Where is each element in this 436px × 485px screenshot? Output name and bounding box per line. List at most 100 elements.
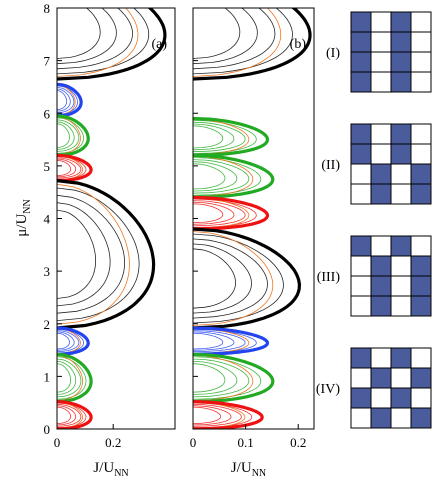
inner-curve xyxy=(193,406,222,424)
inner-curve xyxy=(193,123,235,151)
inner-curve xyxy=(57,331,75,351)
occupied-site xyxy=(350,347,372,369)
occupied-site xyxy=(370,255,392,277)
inner-curve xyxy=(193,361,238,395)
occupied-site xyxy=(350,31,372,53)
lobe-black xyxy=(57,8,167,81)
empty-site xyxy=(410,387,432,409)
y-axis-label-text: μ/UNN xyxy=(14,199,33,237)
pattern-label: (I) xyxy=(326,46,340,61)
inner-curve xyxy=(57,402,87,428)
empty-site xyxy=(370,31,392,53)
orange-curve xyxy=(193,355,254,401)
occupied-site xyxy=(410,255,432,277)
pattern-label: (II) xyxy=(321,158,340,173)
y-tick-label: 1 xyxy=(44,369,51,384)
lobe-green xyxy=(57,114,90,157)
inner-curve xyxy=(57,361,77,395)
inner-curve xyxy=(57,157,82,179)
inner-curve xyxy=(193,328,257,354)
inner-curve xyxy=(57,88,71,112)
empty-site xyxy=(410,51,432,73)
inner-curve xyxy=(57,160,71,176)
inner-curve xyxy=(57,405,77,426)
lobe-black xyxy=(193,8,312,81)
x-axis-label: J/UNN xyxy=(231,460,266,479)
inner-curve xyxy=(193,248,236,309)
orange-curve xyxy=(193,8,282,77)
inner-curve xyxy=(57,158,77,178)
lobe-green xyxy=(193,116,270,157)
lobe-blue xyxy=(57,326,90,356)
occupied-site xyxy=(390,143,412,165)
inner-curve xyxy=(193,402,253,428)
inner-curve xyxy=(57,85,78,115)
empty-site xyxy=(370,235,392,257)
y-tick-label: 7 xyxy=(44,54,51,69)
inner-curve xyxy=(193,8,258,65)
orange-curve xyxy=(193,401,246,429)
empty-site xyxy=(390,295,412,317)
panel-label: (a) xyxy=(151,37,167,52)
lobe-black xyxy=(193,227,302,330)
x-axis-label: J/UNN xyxy=(93,460,128,479)
inner-curve xyxy=(57,8,150,75)
empty-site xyxy=(390,275,412,297)
empty-site xyxy=(410,11,432,33)
occupied-site xyxy=(390,71,412,93)
pattern-label: (IV) xyxy=(316,382,340,397)
y-tick-label: 4 xyxy=(44,212,51,227)
occupied-site xyxy=(370,275,392,297)
inner-curve xyxy=(57,328,85,354)
lobe-red xyxy=(57,153,93,183)
inner-curve xyxy=(193,125,224,149)
y-tick-label: 5 xyxy=(44,159,51,174)
empty-site xyxy=(410,235,432,257)
inner-curve xyxy=(193,404,242,427)
inner-curve xyxy=(57,87,75,114)
lobe-green xyxy=(57,352,93,404)
inner-curve xyxy=(57,8,101,59)
pattern-label: (III) xyxy=(317,270,341,285)
y-tick-label: 0 xyxy=(44,422,51,437)
empty-site xyxy=(370,387,392,409)
occupied-site xyxy=(390,235,412,257)
panel-b: 0 0.1 0.2 (b) J/UNN xyxy=(190,7,315,479)
occupied-site xyxy=(410,295,432,317)
inner-curve xyxy=(57,209,96,299)
occupied-site xyxy=(370,163,392,185)
lobe-blue xyxy=(57,82,83,118)
y-tick-label: 8 xyxy=(44,1,51,16)
inner-curve xyxy=(57,156,87,180)
inner-curve xyxy=(193,161,238,192)
inner-curve xyxy=(193,405,232,426)
inner-curve xyxy=(193,200,246,227)
y-tick-label: 2 xyxy=(44,317,51,332)
empty-site xyxy=(410,347,432,369)
inner-curve xyxy=(193,157,262,196)
empty-site xyxy=(350,255,372,277)
x-tick-label: 0 xyxy=(54,435,61,450)
occupied-site xyxy=(350,123,372,145)
occupied-site xyxy=(410,275,432,297)
orange-curve xyxy=(193,119,250,155)
lobe-black xyxy=(57,179,156,330)
pattern-column: (I) (II) (III) (IV) xyxy=(316,11,432,429)
occupied-site xyxy=(390,51,412,73)
inner-curve xyxy=(57,404,82,427)
empty-site xyxy=(370,347,392,369)
empty-site xyxy=(350,163,372,185)
occupied-site xyxy=(390,347,412,369)
orange-curve xyxy=(57,401,83,429)
empty-site xyxy=(370,71,392,93)
orange-curve xyxy=(193,197,250,229)
occupied-site xyxy=(410,367,432,389)
inner-curve xyxy=(57,330,80,352)
orange-curve xyxy=(57,183,130,325)
lobe-blue xyxy=(193,326,270,356)
y-tick-label: 3 xyxy=(44,264,51,279)
y-tick-label: 6 xyxy=(44,106,51,121)
inner-curve xyxy=(193,332,224,350)
empty-site xyxy=(390,255,412,277)
